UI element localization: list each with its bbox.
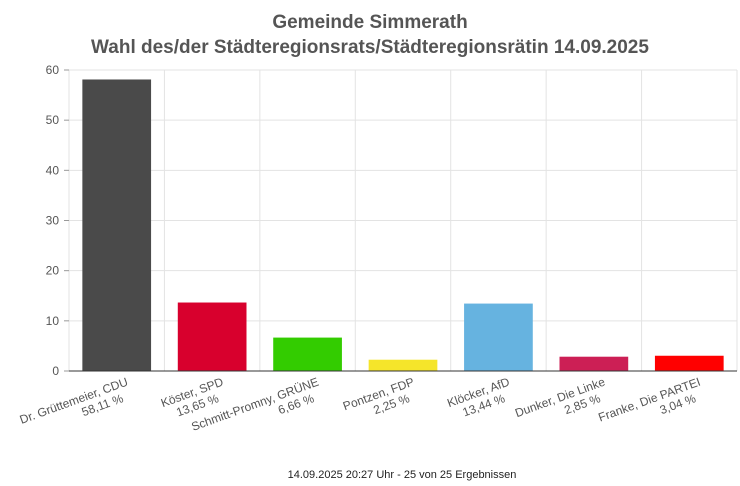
y-tick-label: 40 xyxy=(46,163,60,177)
y-tick-label: 20 xyxy=(46,264,60,278)
grid-lines xyxy=(68,69,738,371)
bar xyxy=(177,302,247,371)
bar xyxy=(368,359,438,371)
y-tick-label: 50 xyxy=(46,113,60,127)
y-axis-ticks: 0 10 20 30 40 50 60 xyxy=(46,63,69,378)
bar xyxy=(464,303,533,371)
y-tick-label: 60 xyxy=(46,63,60,77)
bars xyxy=(82,79,724,371)
bar xyxy=(82,79,152,371)
bar xyxy=(559,356,629,371)
y-tick-label: 0 xyxy=(52,364,59,378)
chart-subtitle: Wahl des/der Städteregionsrats/Städtereg… xyxy=(91,37,649,58)
y-tick-label: 10 xyxy=(46,314,60,328)
chart-footer: 14.09.2025 20:27 Uhr - 25 von 25 Ergebni… xyxy=(288,469,517,481)
bar xyxy=(654,355,724,371)
chart-title: Gemeinde Simmerath xyxy=(272,12,467,33)
y-tick-label: 30 xyxy=(46,214,60,228)
bar xyxy=(273,337,342,371)
